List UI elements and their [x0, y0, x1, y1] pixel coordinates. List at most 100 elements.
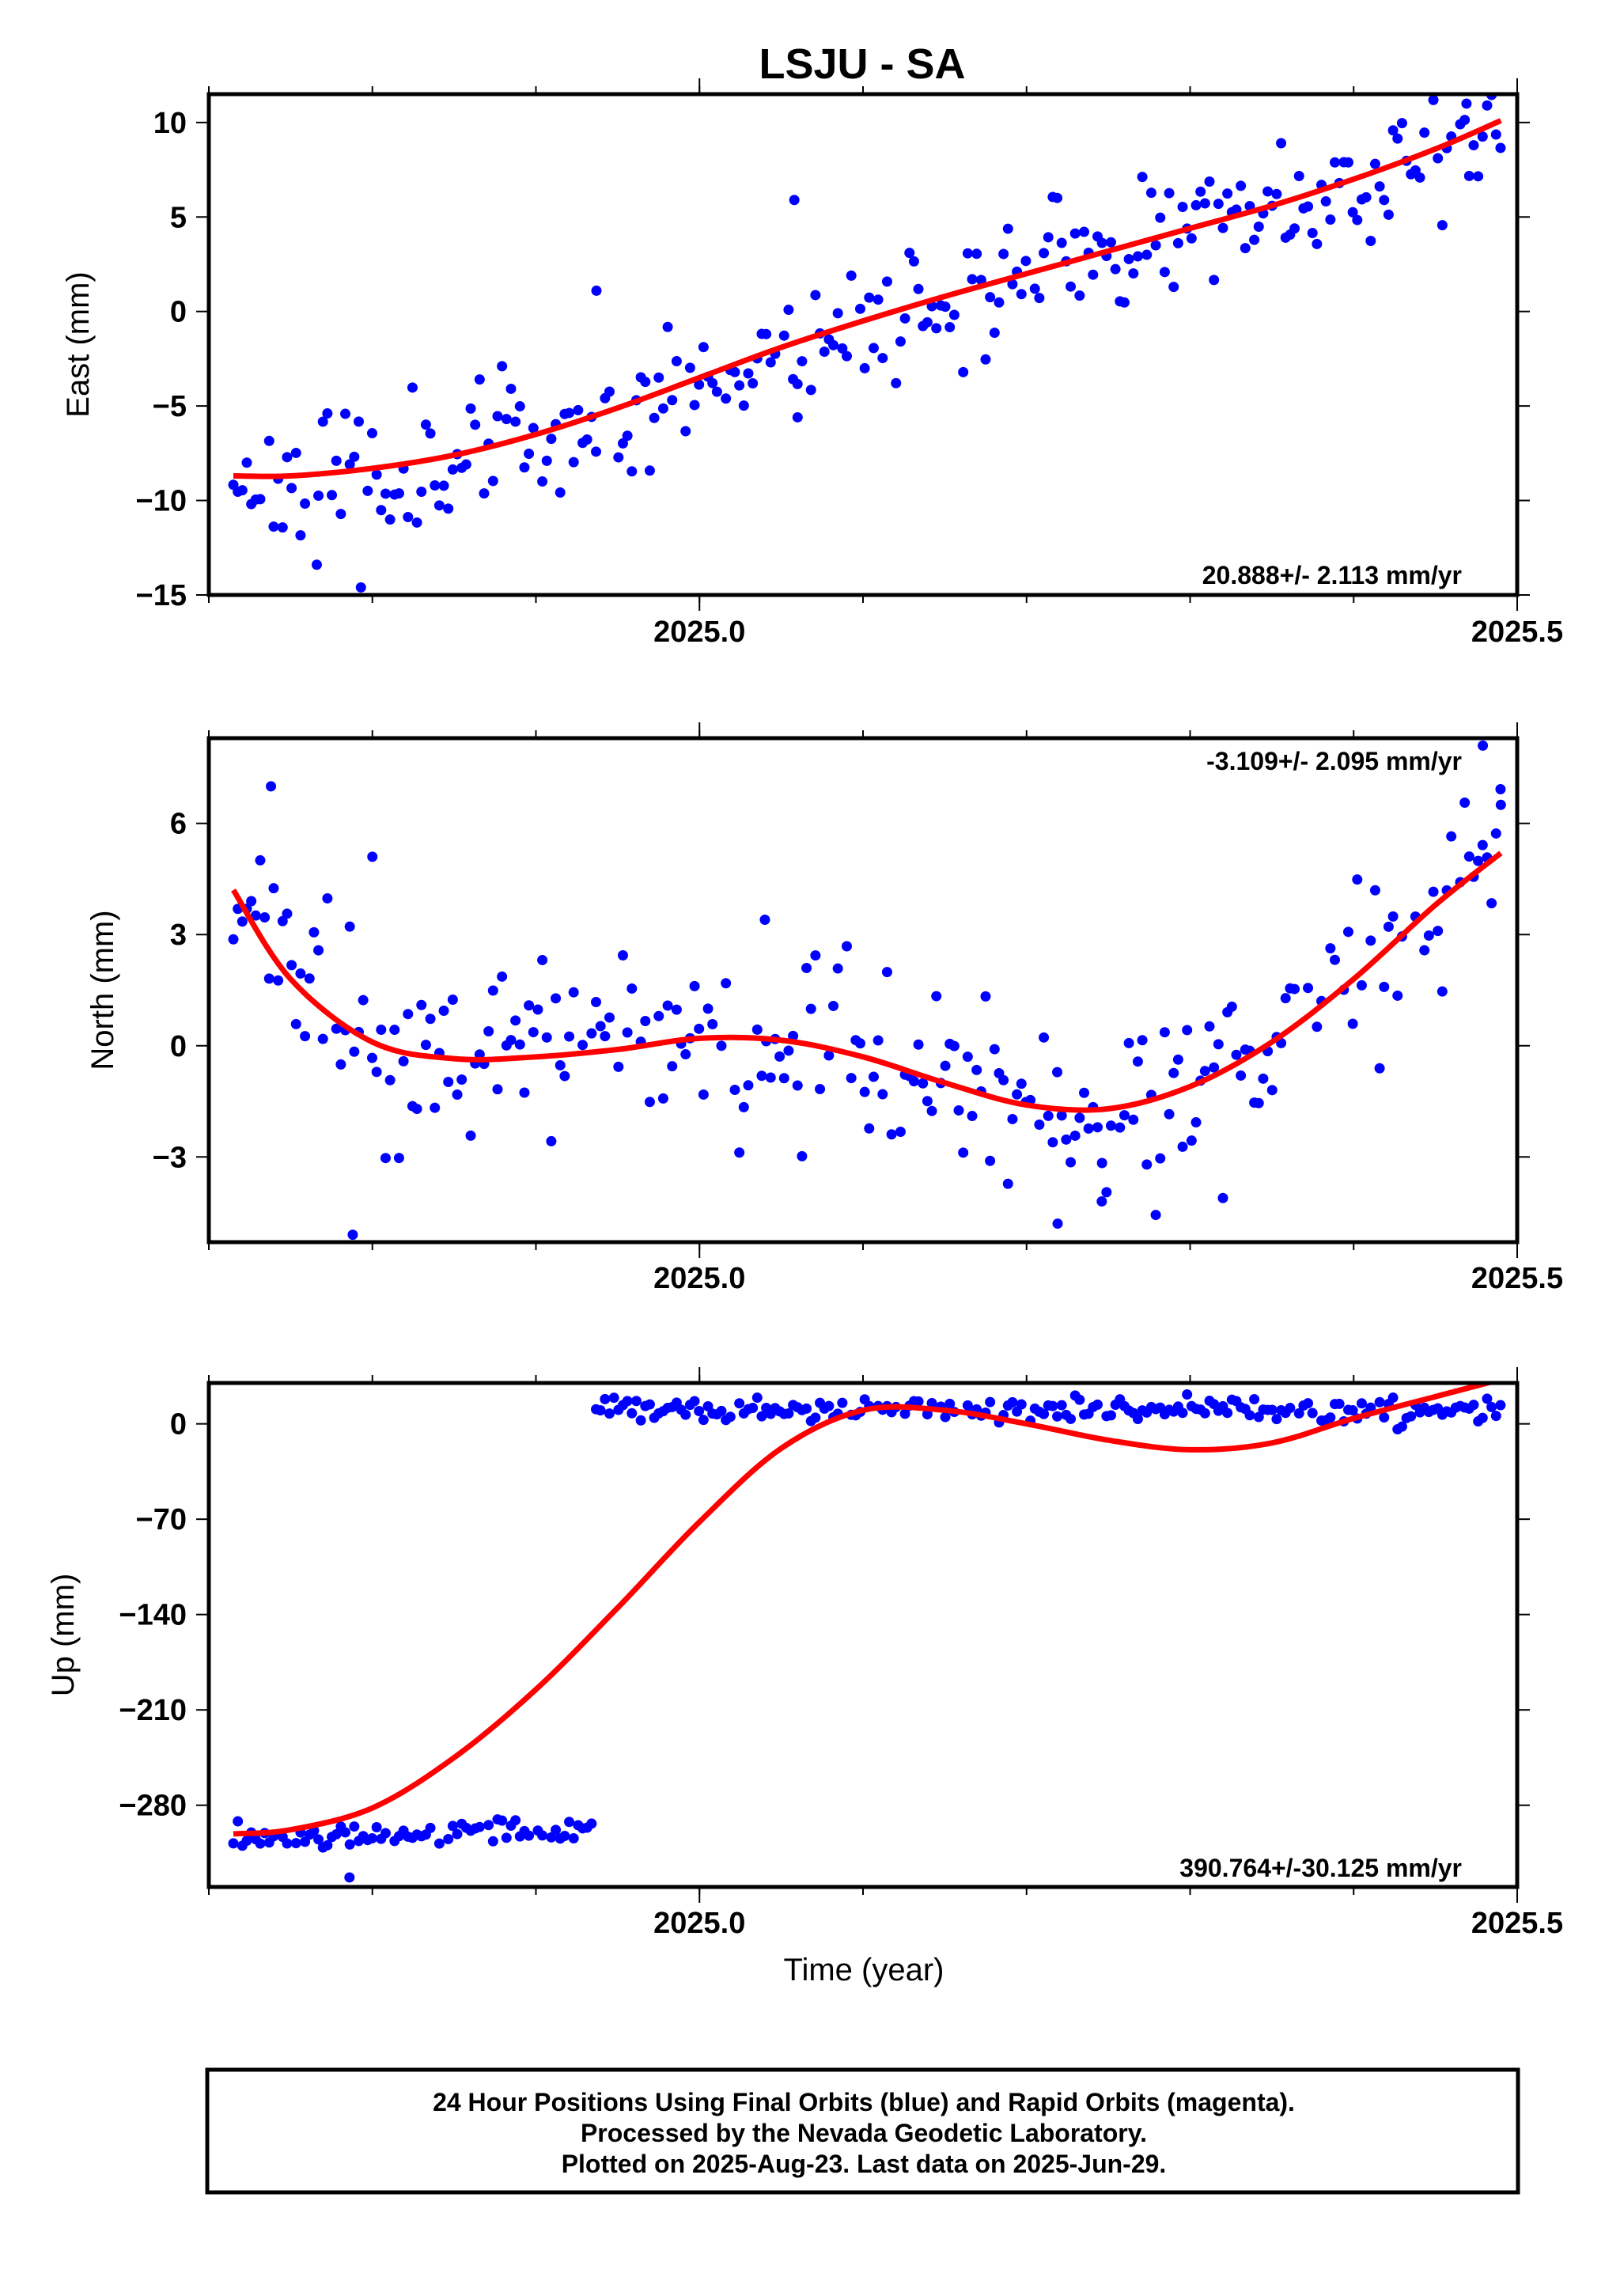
data-point [846, 1073, 857, 1084]
data-point [393, 1153, 404, 1164]
data-point [331, 1828, 342, 1839]
data-point [501, 1832, 512, 1843]
data-point [689, 400, 700, 411]
data-point [756, 1411, 767, 1422]
data-point [948, 309, 960, 320]
data-point [282, 452, 293, 463]
data-point [1280, 993, 1291, 1004]
footer-line-1: 24 Hour Positions Using Final Orbits (bl… [433, 2088, 1295, 2116]
data-point [433, 500, 445, 511]
data-point [1199, 1066, 1210, 1077]
data-point [1132, 1056, 1143, 1067]
data-point [309, 926, 320, 938]
data-point [403, 512, 414, 523]
data-point [282, 1838, 293, 1849]
data-point [347, 1229, 358, 1241]
data-point [376, 1025, 387, 1036]
data-point [698, 1415, 709, 1426]
data-point [1222, 188, 1233, 199]
data-point [1249, 234, 1260, 245]
data-point [1423, 930, 1434, 941]
data-point [546, 1832, 557, 1843]
data-point [470, 419, 481, 430]
data-point [1096, 237, 1107, 248]
up-panel: 2025.0 2025.5 0 −70 −140 −210 −280 Up (mm) 390.7… [46, 1367, 1563, 1940]
data-point [411, 517, 422, 528]
x-tick-label: 2025.5 [1471, 1907, 1563, 1940]
data-point [985, 292, 996, 303]
data-point [465, 403, 476, 414]
data-point [1396, 1421, 1407, 1432]
data-point [877, 353, 888, 364]
data-point [805, 385, 816, 396]
data-point [349, 451, 360, 462]
data-point [300, 1031, 311, 1042]
data-point [524, 448, 535, 459]
data-point [846, 270, 857, 281]
data-point [524, 1000, 535, 1011]
data-point [1199, 1408, 1210, 1419]
data-point [815, 1083, 826, 1094]
data-point [492, 1084, 503, 1095]
data-point [1150, 240, 1161, 251]
data-point [1204, 1021, 1215, 1032]
panel-frame [206, 92, 1520, 597]
data-point [366, 1833, 377, 1844]
data-point [349, 1046, 360, 1057]
data-point [622, 430, 633, 441]
data-point [1293, 170, 1304, 181]
data-point [344, 1839, 355, 1850]
data-point [1347, 1405, 1358, 1416]
data-point [1069, 1130, 1081, 1141]
data-point [537, 954, 548, 965]
data-point [653, 1010, 664, 1021]
data-point [721, 393, 732, 404]
data-point [1029, 283, 1040, 294]
data-point [505, 383, 517, 394]
data-point [1406, 1411, 1417, 1422]
data-point [1164, 1108, 1175, 1120]
data-point [313, 1834, 324, 1845]
data-point [282, 908, 293, 919]
data-point [891, 377, 902, 388]
data-point [778, 1073, 789, 1084]
data-point [1374, 1396, 1385, 1408]
data-point [617, 438, 628, 449]
data-point [430, 479, 441, 491]
data-point [290, 1018, 301, 1029]
data-point [810, 950, 821, 961]
data-point [295, 530, 306, 541]
data-point [716, 1040, 727, 1051]
data-point [384, 1074, 396, 1085]
data-point [680, 1049, 691, 1060]
data-point [1374, 181, 1385, 192]
data-point [1477, 131, 1488, 142]
data-point [474, 1821, 485, 1832]
data-point [644, 1097, 655, 1108]
data-point [366, 428, 377, 439]
data-point [600, 1393, 611, 1404]
data-point [1074, 1112, 1085, 1123]
data-point [1392, 990, 1403, 1001]
data-point [1074, 290, 1085, 301]
data-point [1159, 267, 1170, 278]
data-point [967, 274, 978, 285]
data-point [528, 1027, 539, 1038]
data-point [438, 1005, 449, 1016]
data-point [1105, 1120, 1116, 1131]
data-point [604, 1408, 615, 1419]
y-tick-label: 3 [170, 919, 187, 952]
data-point [1043, 1110, 1054, 1121]
data-point [1132, 251, 1143, 262]
data-point [1374, 1063, 1385, 1074]
data-point [1128, 268, 1139, 279]
panel-frame [206, 1381, 1520, 1889]
plot-area [228, 94, 1506, 593]
data-point [479, 488, 490, 499]
data-point [895, 1126, 906, 1137]
data-point [985, 1396, 996, 1408]
data-point [657, 403, 668, 414]
data-point [671, 356, 682, 367]
data-point [792, 1080, 803, 1091]
data-point [1383, 209, 1394, 220]
